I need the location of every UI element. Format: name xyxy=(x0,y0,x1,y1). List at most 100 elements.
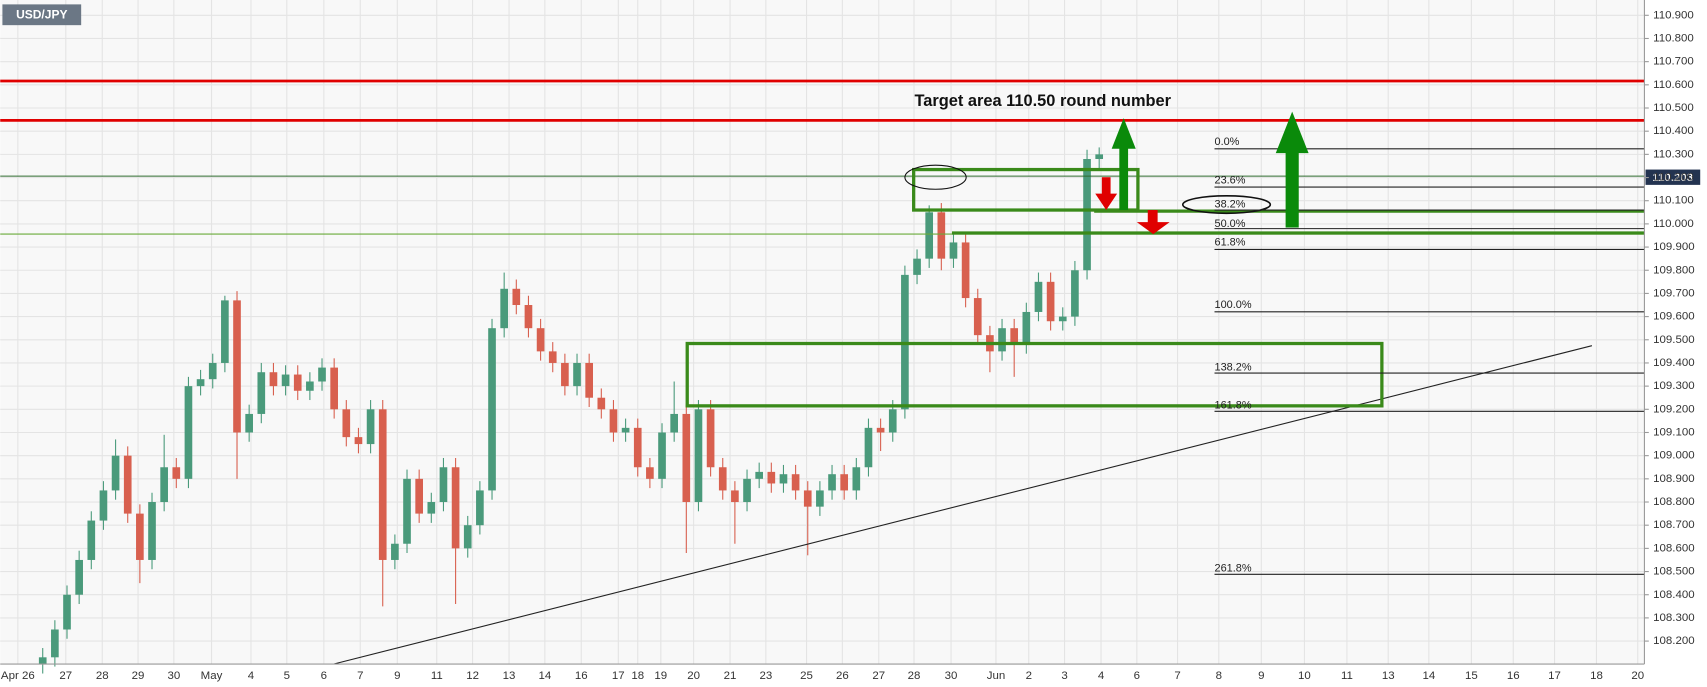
pullback-arrow xyxy=(1136,210,1170,235)
x-tick-label: 29 xyxy=(132,670,145,682)
x-tick-label: 21 xyxy=(724,670,737,682)
candle-body xyxy=(172,467,181,479)
x-tick-label: 2 xyxy=(1026,670,1032,682)
candle-body xyxy=(403,478,411,544)
y-tick-label: 110.500 xyxy=(1653,102,1694,114)
x-tick-label: 6 xyxy=(1134,670,1140,682)
candle-body xyxy=(694,409,703,503)
y-tick-label: 110.600 xyxy=(1653,79,1694,91)
candle-body xyxy=(949,242,958,259)
annotation-title: Target area 110.50 round number xyxy=(914,92,1171,110)
x-tick-label: 11 xyxy=(431,670,443,682)
zone-box xyxy=(685,341,1384,408)
candle-body xyxy=(1083,158,1091,271)
y-tick-label: 110.000 xyxy=(1653,218,1694,230)
target-arrow xyxy=(1111,118,1136,211)
candle-body xyxy=(63,594,71,630)
candle-body xyxy=(245,413,253,433)
candle-body xyxy=(731,490,739,503)
candle-body xyxy=(99,490,108,521)
y-tick-label: 108.900 xyxy=(1653,473,1694,485)
candle-body xyxy=(779,474,788,484)
candle-body xyxy=(269,372,278,387)
x-tick-label: 15 xyxy=(1465,670,1478,682)
candle-body xyxy=(257,372,266,414)
x-tick-label: 3 xyxy=(1061,670,1067,682)
candle-body xyxy=(148,502,156,560)
annotations: 0.0% 23.6% 38.2% 50.0% 61.8% 100.0% 138.… xyxy=(0,79,1645,665)
y-tick-label: 109.800 xyxy=(1653,264,1694,276)
candle-body xyxy=(888,409,897,433)
candle-body xyxy=(876,427,885,433)
candle-body xyxy=(573,362,581,387)
x-tick-label: 30 xyxy=(167,670,180,682)
y-tick-label: 109.600 xyxy=(1653,311,1694,323)
candle-body xyxy=(111,455,120,491)
candle-body xyxy=(160,467,168,503)
candle-body xyxy=(585,362,593,398)
candle-body xyxy=(366,409,375,445)
plot-background xyxy=(0,0,1644,664)
candle-body xyxy=(1095,154,1104,159)
y-tick-label: 110.300 xyxy=(1653,148,1694,160)
y-tick-label: 110.100 xyxy=(1653,195,1694,207)
candle-body xyxy=(463,525,472,549)
candle-body xyxy=(281,374,290,387)
y-tick-label: 108.700 xyxy=(1653,519,1694,531)
candle-body xyxy=(342,409,351,438)
candle-body xyxy=(621,427,630,433)
candle-body xyxy=(51,629,59,658)
candle-body xyxy=(925,212,934,259)
candle-body xyxy=(973,298,982,336)
x-tick-label: 6 xyxy=(321,670,327,682)
candle-body xyxy=(1071,270,1079,317)
y-tick-label: 108.600 xyxy=(1653,542,1694,554)
x-tick-label: 28 xyxy=(96,670,109,682)
candle-body xyxy=(1034,281,1043,312)
x-tick-label: 11 xyxy=(1341,670,1353,682)
candle-body xyxy=(233,300,241,433)
y-tick-label: 109.200 xyxy=(1653,403,1694,415)
target-arrow xyxy=(1275,111,1309,228)
candle-body xyxy=(330,367,338,410)
x-tick-label: 9 xyxy=(1258,670,1264,682)
x-tick-label: 5 xyxy=(284,670,290,682)
candle-body xyxy=(451,467,460,549)
x-tick-label: 18 xyxy=(1590,670,1603,682)
x-tick-label: 9 xyxy=(394,670,400,682)
highlight-ellipse xyxy=(904,164,967,190)
candle-body xyxy=(415,478,423,514)
candle-body xyxy=(961,242,970,299)
candle-body xyxy=(38,657,47,665)
x-tick-label: 12 xyxy=(466,670,479,682)
candle-body xyxy=(184,386,193,479)
x-tick-label: 27 xyxy=(59,670,72,682)
x-tick-label: 30 xyxy=(945,670,958,682)
zone-box xyxy=(912,167,1140,212)
fib-label: 50.0% xyxy=(1215,218,1246,230)
candle-body xyxy=(816,490,824,507)
candle-body xyxy=(670,413,679,433)
y-tick-label: 108.300 xyxy=(1653,612,1694,624)
candle-body xyxy=(548,351,557,363)
candle-body xyxy=(840,474,849,491)
candle-body xyxy=(561,362,569,387)
x-tick-label: 4 xyxy=(248,670,255,682)
x-tick-label: 20 xyxy=(1631,670,1644,682)
candle-body xyxy=(633,427,642,468)
x-tick-label: 4 xyxy=(1098,670,1105,682)
candle-body xyxy=(937,212,946,259)
candle-body xyxy=(658,432,666,479)
y-tick-label: 110.800 xyxy=(1653,33,1694,45)
y-tick-label: 108.200 xyxy=(1653,635,1694,647)
x-tick-label: May xyxy=(201,670,223,682)
candle-body xyxy=(354,437,363,445)
candle-body xyxy=(488,328,496,491)
x-tick-label: Jun xyxy=(987,670,1006,682)
y-tick-label: 109.100 xyxy=(1653,427,1694,439)
candle-body xyxy=(767,471,776,484)
candle-body xyxy=(391,543,399,560)
fib-label: 261.8% xyxy=(1215,563,1252,575)
candle-body xyxy=(536,328,545,352)
